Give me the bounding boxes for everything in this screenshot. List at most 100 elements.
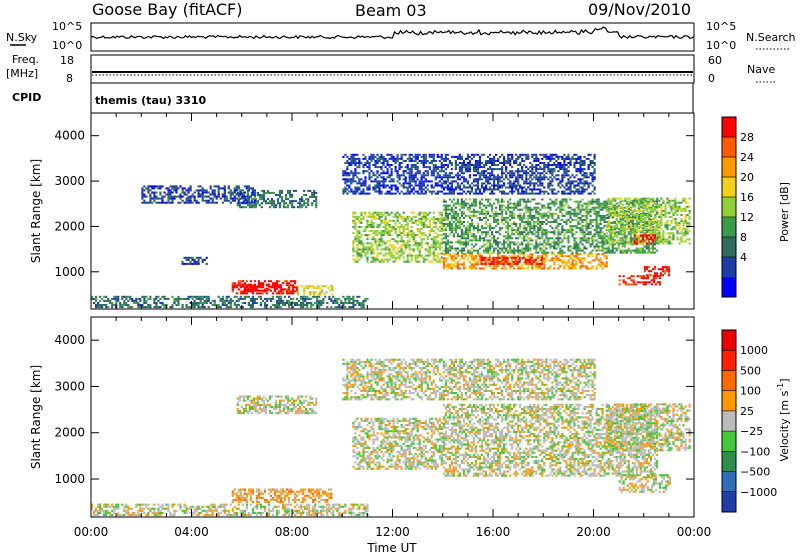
heatmap-cell — [187, 262, 190, 265]
heatmap-cell — [376, 256, 379, 259]
heatmap-cell — [406, 190, 409, 193]
heatmap-cell — [523, 231, 526, 234]
heatmap-cell — [601, 243, 604, 246]
heatmap-cell — [507, 200, 510, 203]
heatmap-cell — [241, 285, 244, 288]
heatmap-cell — [573, 241, 576, 244]
heatmap-cell — [141, 197, 144, 200]
heatmap-cell — [398, 157, 401, 160]
heatmap-cell — [650, 207, 653, 210]
heatmap-cell — [372, 186, 375, 189]
heatmap-cell — [386, 192, 389, 195]
heatmap-cell — [129, 295, 132, 298]
heatmap-cell — [462, 204, 466, 207]
heatmap-cell — [577, 249, 580, 252]
heatmap-cell — [571, 261, 574, 264]
heatmap-cell — [272, 202, 276, 205]
heatmap-cell — [153, 195, 156, 198]
heatmap-cell — [606, 207, 609, 210]
heatmap-cell — [646, 203, 649, 206]
heatmap-cell — [332, 299, 335, 302]
heatmap-cell — [628, 240, 631, 243]
heatmap-cell — [312, 295, 315, 298]
heatmap-cell — [360, 213, 363, 216]
heatmap-cell — [169, 197, 172, 200]
heatmap-cell — [579, 249, 582, 252]
heatmap-cell — [511, 265, 514, 268]
heatmap-cell — [614, 197, 617, 200]
heatmap-cell — [111, 304, 114, 306]
heatmap-cell — [599, 216, 602, 219]
heatmap-cell — [410, 176, 413, 179]
heatmap-cell — [658, 222, 661, 225]
heatmap-cell — [628, 277, 631, 280]
heatmap-cell — [358, 188, 361, 191]
heatmap-cell — [205, 295, 208, 298]
heatmap-cell — [171, 199, 174, 202]
heatmap-cell — [193, 258, 196, 261]
heatmap-cell — [237, 299, 240, 302]
heatmap-cell — [450, 265, 453, 268]
heatmap-cell — [487, 210, 490, 213]
heatmap-cell — [151, 191, 154, 194]
heatmap-cell — [277, 290, 281, 293]
heatmap-cell — [268, 206, 272, 209]
heatmap-cell — [612, 232, 615, 235]
heatmap-cell — [444, 233, 447, 236]
heatmap-cell — [248, 206, 251, 209]
heatmap-cell — [348, 178, 351, 181]
heatmap-cell — [313, 189, 316, 192]
heatmap-cell — [557, 231, 560, 234]
heatmap-cell — [350, 157, 353, 160]
heatmap-cell — [680, 207, 683, 210]
heatmap-cell — [485, 265, 488, 268]
heatmap-cell — [143, 185, 146, 188]
heatmap-cell — [672, 211, 675, 214]
heatmap-cell — [418, 221, 421, 224]
heatmap-cell — [643, 204, 646, 207]
heatmap-cell — [243, 292, 246, 295]
heatmap-cell — [165, 201, 168, 204]
heatmap-cell — [193, 199, 196, 202]
heatmap-cell — [543, 229, 546, 232]
heatmap-cell — [342, 302, 345, 304]
heatmap-cell — [533, 208, 536, 211]
heatmap-cell — [460, 206, 463, 209]
heatmap-cell — [392, 215, 395, 218]
heatmap-cell — [529, 208, 532, 211]
heatmap-cell — [535, 212, 538, 215]
heatmap-cell — [676, 205, 679, 208]
heatmap-cell — [384, 211, 387, 214]
heatmap-cell — [241, 290, 244, 293]
heatmap-cell — [660, 228, 663, 231]
heatmap-cell — [356, 246, 359, 249]
heatmap-cell — [507, 204, 510, 207]
heatmap-cell — [511, 259, 514, 262]
heatmap-cell — [511, 223, 514, 225]
heatmap-cell — [539, 229, 542, 232]
heatmap-cell — [346, 172, 349, 175]
heatmap-cell — [563, 198, 566, 201]
heatmap-cell — [680, 238, 683, 241]
heatmap-cell — [488, 256, 491, 259]
heatmap-cell — [666, 238, 669, 241]
heatmap-cell — [221, 187, 224, 190]
heatmap-cell — [209, 302, 212, 304]
heatmap-cell — [388, 166, 391, 169]
heatmap-cell — [350, 188, 353, 191]
heatmap-cell — [575, 247, 578, 250]
heatmap-cell — [446, 225, 449, 228]
heatmap-cell — [442, 229, 445, 232]
heatmap-cell — [549, 267, 552, 270]
heatmap-cell — [658, 240, 661, 243]
heatmap-cell — [362, 153, 365, 156]
heatmap-cell — [549, 212, 552, 215]
heatmap-cell — [314, 302, 317, 304]
heatmap-cell — [640, 230, 643, 233]
heatmap-cell — [620, 226, 623, 229]
heatmap-cell — [532, 258, 535, 261]
heatmap-cell — [406, 244, 409, 247]
heatmap-cell — [422, 188, 425, 191]
heatmap-cell — [336, 297, 339, 300]
heatmap-cell — [444, 206, 447, 209]
